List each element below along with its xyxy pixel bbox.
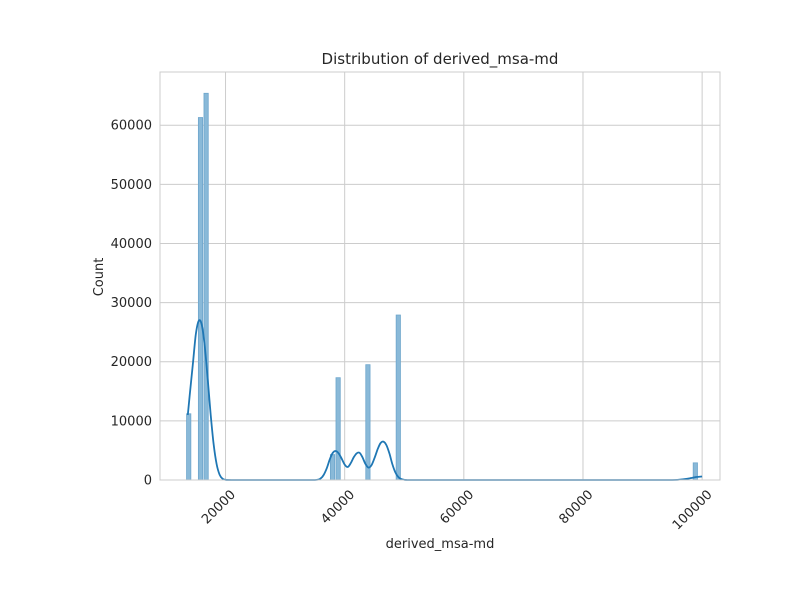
y-tick-label: 10000 bbox=[111, 414, 152, 429]
y-tick-label: 50000 bbox=[111, 178, 152, 193]
chart-title: Distribution of derived_msa-md bbox=[322, 50, 559, 69]
histogram-bar bbox=[335, 377, 341, 481]
y-tick-label: 20000 bbox=[111, 355, 152, 370]
y-tick-label: 30000 bbox=[111, 296, 152, 311]
histogram-bar bbox=[395, 314, 401, 481]
y-tick-label: 60000 bbox=[111, 119, 152, 134]
histogram-bar bbox=[197, 117, 204, 481]
histogram-bar bbox=[203, 92, 209, 481]
grid-lines bbox=[160, 72, 720, 481]
histogram-bars bbox=[186, 92, 698, 481]
histogram-bar bbox=[186, 413, 192, 481]
y-axis-label: Count bbox=[92, 258, 107, 297]
histogram-bar bbox=[365, 364, 371, 481]
x-axis-label: derived_msa-md bbox=[386, 537, 495, 552]
y-tick-label: 0 bbox=[144, 474, 152, 489]
y-tick-labels: 0 10000 20000 30000 40000 50000 60000 bbox=[111, 119, 152, 489]
plot-frame bbox=[159, 71, 721, 481]
y-tick-label: 40000 bbox=[111, 237, 152, 252]
